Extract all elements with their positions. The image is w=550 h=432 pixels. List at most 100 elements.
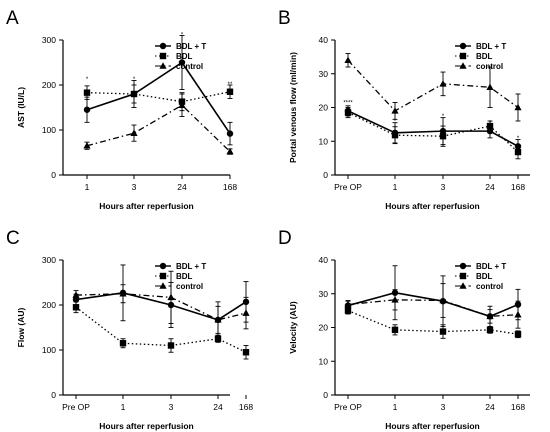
y-tick-label: 10 <box>319 356 329 366</box>
legend-label: BDL <box>476 52 493 61</box>
x-tick-label: 1 <box>393 182 398 192</box>
significance-marker: * <box>394 119 397 125</box>
legend-marker <box>159 42 167 50</box>
legend-label: BDL + T <box>476 42 506 51</box>
y-tick-label: 40 <box>319 255 329 265</box>
data-point <box>486 312 494 320</box>
data-point <box>130 129 138 136</box>
data-point <box>83 141 91 149</box>
series-line <box>75 306 247 353</box>
y-tick-label: 200 <box>42 300 56 310</box>
legend-marker <box>159 262 167 270</box>
data-point <box>391 131 399 139</box>
x-tick-label: Pre OP <box>334 182 362 192</box>
x-tick-label: 1 <box>393 402 398 412</box>
legend-marker <box>459 62 467 69</box>
data-point <box>226 88 234 95</box>
series-bdl-t <box>344 265 522 327</box>
x-tick-label: 168 <box>239 402 253 412</box>
significance-marker: * <box>517 136 520 142</box>
panel-letter: B <box>278 8 291 29</box>
data-point <box>344 56 352 64</box>
y-axis-title: AST (IU/L) <box>16 87 26 128</box>
data-point <box>514 310 522 318</box>
legend-label: BDL <box>476 272 493 281</box>
y-tick-label: 0 <box>51 170 56 180</box>
data-point <box>344 109 352 116</box>
panel-b: B 0 10 20 30 40 Pre OP 1 3 24 168 Hours after reper… <box>278 8 530 211</box>
y-tick-label: 40 <box>319 35 329 45</box>
y-tick-label: 30 <box>319 69 329 79</box>
x-tick-label: 24 <box>213 402 223 412</box>
series-line <box>347 299 519 318</box>
legend-marker <box>459 42 467 50</box>
y-tick-label: 300 <box>42 35 56 45</box>
y-tick-label: 0 <box>323 390 328 400</box>
data-point <box>439 328 447 335</box>
series-line <box>86 104 231 153</box>
series-control <box>344 53 522 122</box>
series-bdl-t <box>344 105 522 154</box>
data-point <box>439 80 447 87</box>
x-tick-label: 168 <box>511 402 525 412</box>
legend-label: BDL + T <box>476 262 506 271</box>
data-point <box>119 340 127 347</box>
y-tick-label: 20 <box>319 323 329 333</box>
legend-label: control <box>176 62 203 71</box>
data-point <box>130 90 138 98</box>
x-tick-label: 24 <box>485 402 495 412</box>
data-point <box>214 316 222 323</box>
series-line <box>86 91 231 103</box>
significance-marker: * <box>489 121 492 127</box>
data-point <box>119 289 127 297</box>
legend-label: control <box>176 282 203 291</box>
series-line <box>86 61 231 135</box>
series-bdl <box>72 301 250 360</box>
x-tick-label: 3 <box>132 182 137 192</box>
data-point <box>226 147 234 155</box>
panel-d: D 0 10 20 30 40 Pre OP 1 3 24 168 Hours after reper… <box>278 228 530 431</box>
significance-marker: * <box>86 77 89 83</box>
series-bdl-t <box>83 35 234 146</box>
data-point <box>439 132 447 140</box>
panel-a: A 0 100 200 300 1 3 24 168 Hours after reperfusio… <box>6 8 237 211</box>
y-tick-label: 100 <box>42 345 56 355</box>
x-tick-label: 3 <box>169 402 174 412</box>
data-point <box>391 296 399 303</box>
data-point <box>214 335 222 342</box>
y-tick-label: 0 <box>323 170 328 180</box>
data-point <box>178 59 186 66</box>
x-axis-title: Hours after reperfusion <box>385 201 479 211</box>
data-point <box>72 291 80 298</box>
legend-label: BDL <box>176 52 193 61</box>
y-axis-title: Flow (AU) <box>16 308 26 348</box>
legend-marker <box>459 282 467 289</box>
data-point <box>83 106 91 113</box>
x-tick-label: 24 <box>177 182 187 192</box>
series-line <box>347 291 519 318</box>
legend-label: BDL + T <box>176 262 206 271</box>
y-axis-title: Velocity (AU) <box>288 301 298 354</box>
significance-marker: * <box>181 33 184 39</box>
y-axis-title: Portal venous flow (ml/min) <box>288 52 298 163</box>
data-point <box>439 296 447 304</box>
x-tick-label: 3 <box>441 182 446 192</box>
x-tick-label: 168 <box>223 182 237 192</box>
y-tick-label: 0 <box>51 390 56 400</box>
y-tick-label: 100 <box>42 125 56 135</box>
y-tick-label: 300 <box>42 255 56 265</box>
legend-marker <box>159 62 167 69</box>
y-tick-label: 20 <box>319 103 329 113</box>
data-point <box>486 326 494 334</box>
y-tick-label: 10 <box>319 136 329 146</box>
data-point <box>486 83 494 91</box>
legend-label: control <box>476 282 503 291</box>
data-point <box>178 101 186 109</box>
data-point <box>514 331 522 338</box>
significance-marker: ** <box>228 82 233 88</box>
legend-label: BDL + T <box>176 42 206 51</box>
data-point <box>72 304 80 311</box>
legend-marker <box>459 262 467 270</box>
